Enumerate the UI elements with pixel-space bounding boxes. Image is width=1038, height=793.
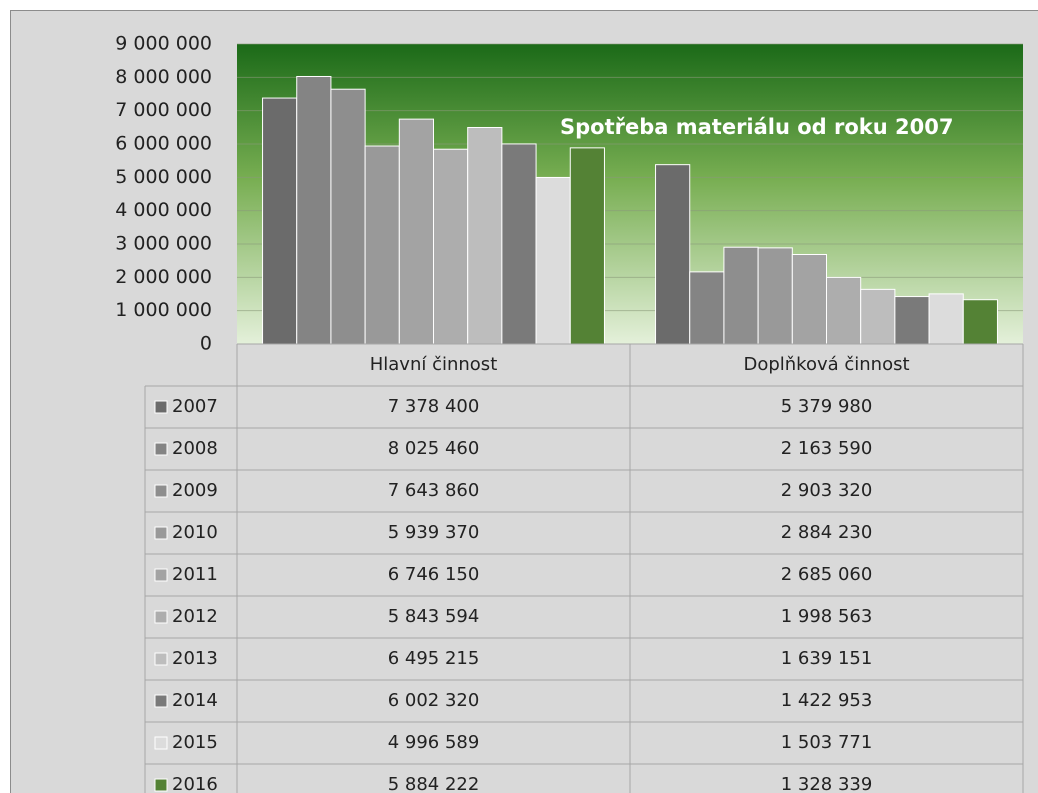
bar bbox=[894, 296, 930, 345]
bar bbox=[928, 293, 964, 345]
legend-swatch bbox=[154, 778, 168, 792]
legend-swatch bbox=[154, 442, 168, 456]
value-label: 1 328 339 bbox=[781, 774, 873, 793]
bar bbox=[860, 288, 896, 345]
legend-label: 2016 bbox=[172, 774, 218, 793]
bar bbox=[826, 276, 862, 345]
y-tick-label: 3 000 000 bbox=[115, 233, 212, 255]
legend-label: 2013 bbox=[172, 648, 218, 669]
legend-swatch bbox=[154, 484, 168, 498]
bar bbox=[398, 118, 434, 345]
value-label: 5 843 594 bbox=[388, 606, 480, 627]
value-label: 2 685 060 bbox=[781, 564, 873, 585]
legend-swatch bbox=[154, 736, 168, 750]
legend-label: 2010 bbox=[172, 522, 218, 543]
value-label: 5 379 980 bbox=[781, 396, 873, 417]
y-tick-label: 1 000 000 bbox=[115, 299, 212, 321]
value-label: 8 025 460 bbox=[388, 438, 480, 459]
legend-label: 2009 bbox=[172, 480, 218, 501]
legend-swatch bbox=[154, 568, 168, 582]
legend-swatch bbox=[154, 526, 168, 540]
bar bbox=[757, 247, 793, 345]
y-tick-label: 0 bbox=[200, 333, 212, 355]
bar bbox=[655, 164, 691, 345]
y-tick-label: 7 000 000 bbox=[115, 99, 212, 121]
bar bbox=[433, 148, 469, 345]
value-label: 5 884 222 bbox=[388, 774, 480, 793]
legend-swatch bbox=[154, 694, 168, 708]
value-label: 6 746 150 bbox=[388, 564, 480, 585]
bar bbox=[501, 143, 537, 345]
legend-swatch bbox=[154, 652, 168, 666]
legend-label: 2014 bbox=[172, 690, 218, 711]
bar bbox=[791, 253, 828, 345]
value-label: 6 495 215 bbox=[388, 648, 480, 669]
value-label: 1 422 953 bbox=[781, 690, 873, 711]
legend-swatch bbox=[154, 400, 168, 414]
category-label: Doplňková činnost bbox=[743, 354, 909, 375]
bar bbox=[962, 299, 998, 345]
value-label: 1 503 771 bbox=[781, 732, 873, 753]
category-label: Hlavní činnost bbox=[370, 354, 498, 375]
y-tick-label: 9 000 000 bbox=[115, 33, 212, 55]
y-tick-label: 4 000 000 bbox=[115, 199, 212, 221]
y-tick-label: 6 000 000 bbox=[115, 133, 212, 155]
legend-swatch bbox=[154, 610, 168, 624]
value-label: 1 639 151 bbox=[781, 648, 873, 669]
bar bbox=[723, 246, 759, 345]
bar bbox=[467, 126, 503, 345]
value-label: 4 996 589 bbox=[388, 732, 480, 753]
value-label: 5 939 370 bbox=[388, 522, 480, 543]
value-label: 7 378 400 bbox=[388, 396, 480, 417]
value-label: 2 163 590 bbox=[781, 438, 873, 459]
bar bbox=[364, 145, 400, 345]
value-label: 1 998 563 bbox=[781, 606, 873, 627]
y-tick-label: 2 000 000 bbox=[115, 266, 212, 288]
chart-title: Spotřeba materiálu od roku 2007 bbox=[560, 115, 953, 139]
value-label: 6 002 320 bbox=[388, 690, 480, 711]
value-label: 7 643 860 bbox=[388, 480, 480, 501]
legend-label: 2008 bbox=[172, 438, 218, 459]
y-tick-label: 8 000 000 bbox=[115, 66, 212, 88]
legend-label: 2007 bbox=[172, 396, 218, 417]
bar bbox=[330, 88, 366, 345]
bar bbox=[262, 97, 298, 345]
bar bbox=[535, 176, 571, 345]
value-label: 2 903 320 bbox=[781, 480, 873, 501]
legend-label: 2012 bbox=[172, 606, 218, 627]
bar bbox=[569, 147, 605, 345]
bar bbox=[689, 271, 725, 345]
legend-label: 2015 bbox=[172, 732, 218, 753]
bar bbox=[296, 75, 332, 345]
y-tick-label: 5 000 000 bbox=[115, 166, 212, 188]
value-label: 2 884 230 bbox=[781, 522, 873, 543]
legend-label: 2011 bbox=[172, 564, 218, 585]
